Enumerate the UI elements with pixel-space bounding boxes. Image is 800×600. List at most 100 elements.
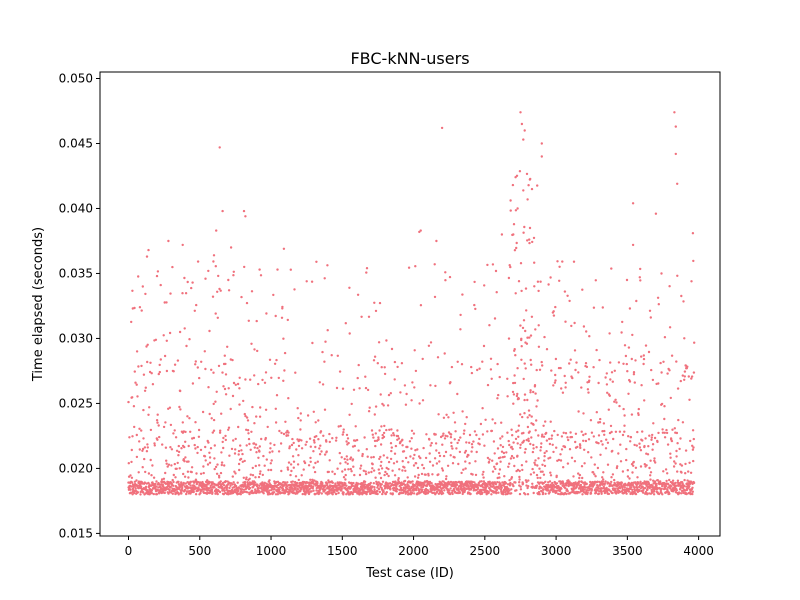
data-point <box>237 489 240 492</box>
data-point <box>692 446 695 449</box>
data-point <box>551 443 554 446</box>
data-point <box>589 480 592 484</box>
data-point <box>173 363 177 366</box>
data-point <box>509 209 512 212</box>
data-point <box>523 362 526 365</box>
data-point <box>677 418 680 422</box>
data-point <box>510 488 513 491</box>
data-point <box>291 455 295 458</box>
data-point <box>184 440 187 443</box>
data-point <box>161 443 164 446</box>
data-point <box>650 368 653 372</box>
data-point <box>146 343 149 346</box>
data-point <box>146 443 149 446</box>
data-point <box>189 480 193 483</box>
data-point <box>588 375 591 378</box>
plot-frame <box>99 71 721 537</box>
data-point <box>661 484 664 488</box>
data-point <box>509 457 513 460</box>
data-point <box>398 468 401 471</box>
data-point <box>373 301 376 304</box>
data-point <box>526 425 530 429</box>
data-point <box>520 337 523 340</box>
data-point <box>495 492 498 495</box>
data-point <box>671 479 675 482</box>
data-point <box>351 492 354 496</box>
data-point <box>167 407 170 410</box>
data-point <box>681 486 685 490</box>
data-point <box>401 469 404 472</box>
data-point <box>187 444 190 448</box>
data-point <box>348 332 351 335</box>
data-point <box>184 482 187 485</box>
data-point <box>605 486 608 490</box>
data-point <box>340 487 343 490</box>
data-point <box>364 386 368 390</box>
data-point <box>390 446 393 449</box>
data-point <box>286 318 289 322</box>
data-point <box>436 356 440 359</box>
data-point <box>486 263 489 267</box>
data-point <box>647 350 651 354</box>
data-point <box>225 486 229 489</box>
data-point <box>433 295 437 299</box>
data-point <box>664 485 668 488</box>
data-point <box>577 371 580 374</box>
data-point <box>367 315 371 318</box>
data-point <box>290 443 294 447</box>
data-point <box>212 371 215 374</box>
data-point <box>182 481 185 485</box>
data-point <box>169 423 173 427</box>
data-point <box>396 434 400 438</box>
data-point <box>526 336 529 339</box>
data-point <box>177 480 180 484</box>
x-tick-label: 0 <box>125 544 133 558</box>
data-point <box>363 436 366 439</box>
data-point <box>414 449 417 452</box>
x-tick-label: 1000 <box>256 544 287 558</box>
data-point <box>602 422 606 425</box>
data-point <box>603 429 606 433</box>
data-point <box>211 431 214 434</box>
data-point <box>209 447 213 450</box>
data-point <box>345 493 348 496</box>
data-point <box>478 443 481 446</box>
data-point <box>692 481 696 485</box>
data-point <box>675 455 678 458</box>
data-point <box>391 469 394 472</box>
data-point <box>660 272 663 275</box>
data-point <box>130 481 134 484</box>
data-point <box>464 467 467 470</box>
data-point <box>344 461 347 464</box>
data-point <box>140 364 143 368</box>
data-point <box>258 415 262 418</box>
data-point <box>525 460 528 463</box>
data-point <box>530 415 533 418</box>
data-point <box>576 445 579 449</box>
data-point <box>374 476 377 479</box>
data-point <box>371 467 374 470</box>
data-point <box>214 312 217 315</box>
data-point <box>212 260 215 263</box>
data-point <box>545 348 549 351</box>
data-point <box>648 466 651 470</box>
data-point <box>544 420 547 423</box>
data-point <box>328 440 331 444</box>
data-point <box>131 307 134 310</box>
data-point <box>349 456 353 459</box>
data-point <box>166 482 169 485</box>
data-point <box>208 461 212 464</box>
data-point <box>611 449 614 453</box>
data-point <box>390 434 393 437</box>
data-point <box>359 464 363 467</box>
data-point <box>224 393 228 396</box>
data-point <box>357 449 360 452</box>
data-point <box>207 441 210 444</box>
data-point <box>583 448 586 451</box>
data-point <box>283 369 286 372</box>
data-point <box>172 473 175 477</box>
data-point <box>386 456 389 459</box>
data-point <box>632 373 636 376</box>
data-point <box>353 473 356 477</box>
data-point <box>463 429 466 432</box>
